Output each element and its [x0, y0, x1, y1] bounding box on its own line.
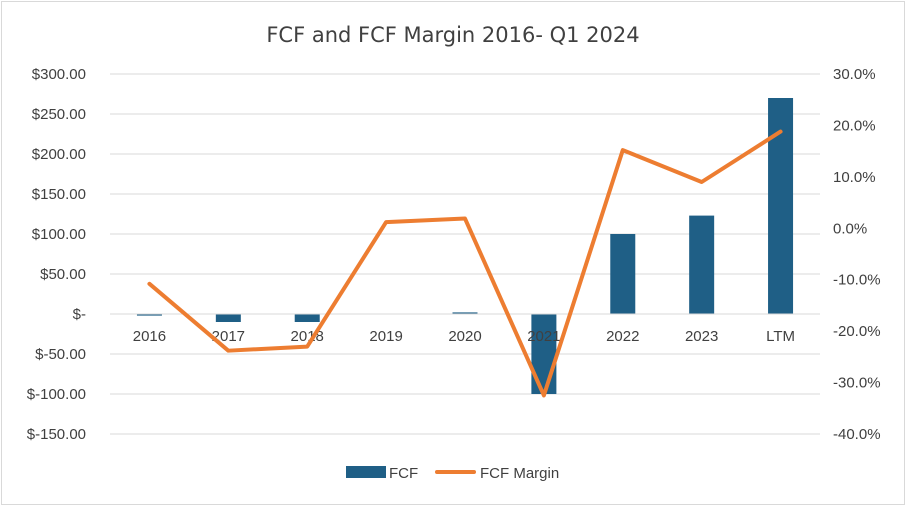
chart-title: FCF and FCF Margin 2016- Q1 2024	[266, 23, 639, 47]
category-label: LTM	[766, 328, 795, 345]
fcf-margin-point	[622, 149, 624, 151]
right-tick-label: -40.0%	[833, 426, 881, 443]
fcf-margin-point	[780, 131, 782, 133]
category-label: 2022	[606, 328, 639, 345]
left-tick-label: $-	[73, 306, 86, 323]
left-tick-label: $-100.00	[27, 386, 86, 403]
fcf-bar	[294, 314, 320, 322]
fcf-margin-point	[227, 350, 229, 352]
left-tick-label: $-50.00	[35, 346, 86, 363]
fcf-margin-point	[148, 283, 150, 285]
category-label: 2020	[448, 328, 481, 345]
category-label: 2016	[133, 328, 166, 345]
category-labels: 2016 2017 2018 2019 2020 2021 2022 2023 LTM	[133, 328, 795, 345]
right-tick-label: 0.0%	[833, 220, 867, 237]
fcf-bar	[136, 314, 162, 316]
left-tick-label: $250.00	[32, 106, 86, 123]
right-tick-label: 10.0%	[833, 169, 876, 186]
right-tick-label: 20.0%	[833, 117, 876, 134]
fcf-bar	[768, 98, 794, 314]
right-axis-ticks: 30.0% 20.0% 10.0% 0.0% -10.0% -20.0% -30.0% -40…	[833, 66, 881, 443]
category-label: 2017	[212, 328, 245, 345]
right-tick-label: -30.0%	[833, 375, 881, 392]
legend-swatch-fcf	[346, 466, 386, 478]
left-tick-label: $-150.00	[27, 426, 86, 443]
left-tick-label: $200.00	[32, 146, 86, 163]
legend-label-fcf: FCF	[389, 465, 418, 482]
fcf-bar	[610, 234, 636, 314]
fcf-bar	[452, 312, 478, 314]
fcf-bar	[689, 215, 715, 314]
fcf-bars	[136, 98, 794, 394]
fcf-margin-point	[464, 218, 466, 220]
right-tick-label: -20.0%	[833, 323, 881, 340]
left-tick-label: $150.00	[32, 186, 86, 203]
category-label: 2023	[685, 328, 718, 345]
fcf-margin-point	[543, 394, 545, 396]
right-tick-label: 30.0%	[833, 66, 876, 83]
fcf-bar	[215, 314, 241, 322]
legend-label-fcf-margin: FCF Margin	[480, 465, 559, 482]
left-tick-label: $300.00	[32, 66, 86, 83]
fcf-margin-point	[306, 346, 308, 348]
fcf-margin-polyline	[147, 129, 783, 398]
fcf-margin-point	[385, 221, 387, 223]
left-axis-ticks: $300.00 $250.00 $200.00 $150.00 $100.00 $50.0…	[27, 66, 86, 443]
category-label: 2021	[527, 328, 560, 345]
legend: FCF FCF Margin	[346, 465, 559, 482]
left-tick-label: $50.00	[40, 266, 86, 283]
fcf-margin-line	[147, 129, 783, 398]
fcf-margin-point	[701, 181, 703, 183]
fcf-bar	[531, 314, 557, 394]
right-tick-label: -10.0%	[833, 272, 881, 289]
category-label: 2019	[369, 328, 402, 345]
left-tick-label: $100.00	[32, 226, 86, 243]
